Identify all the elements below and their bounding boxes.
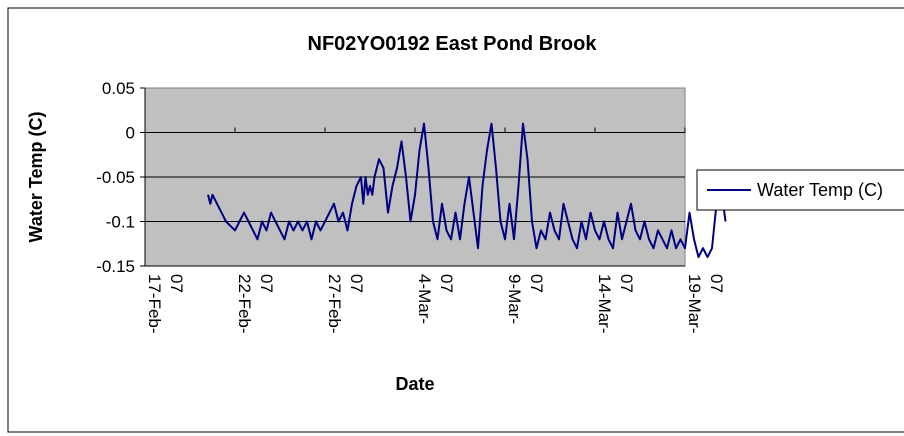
svg-text:17-Feb-07: 17-Feb- 07 [145, 274, 186, 334]
x-axis-title: Date [395, 374, 434, 394]
x-tick-label: 27-Feb- 07 [325, 274, 366, 334]
x-tick-label: 22-Feb- 07 [235, 274, 276, 334]
x-tick-label: 4-Mar- 07 [415, 274, 456, 324]
legend-entry-label: Water Temp (C) [757, 180, 883, 200]
svg-text:22-Feb-07: 22-Feb- 07 [235, 274, 276, 334]
y-tick-label: -0.1 [106, 213, 135, 232]
svg-text:19-Mar-07: 19-Mar- 07 [685, 274, 726, 334]
svg-text:4-Mar-07: 4-Mar- 07 [415, 274, 456, 324]
y-tick-label: -0.15 [96, 257, 135, 276]
y-tick-label: 0 [126, 124, 135, 143]
x-tick-label: 17-Feb- 07 [145, 274, 186, 334]
y-tick-label: -0.05 [96, 168, 135, 187]
y-tick-label: 0.05 [102, 79, 135, 98]
x-tick-labels: 17-Feb- 07 22-Feb- 07 27-Feb- 07 4-Mar- 07 9-Mar… [144, 127, 726, 334]
series-line [207, 122, 727, 259]
y-axis-title: Water Temp (C) [26, 111, 46, 242]
legend: Water Temp (C) [696, 169, 904, 211]
x-tick-label: 14-Mar- 07 [595, 274, 636, 334]
x-tick-label: 9-Mar- 07 [505, 274, 546, 324]
x-tick-label: 19-Mar- 07 [685, 274, 726, 334]
svg-text:14-Mar-07: 14-Mar- 07 [595, 274, 636, 334]
series-layer [207, 122, 727, 259]
svg-text:27-Feb-07: 27-Feb- 07 [325, 274, 366, 334]
chart-title: NF02YO0192 East Pond Brook [308, 33, 598, 55]
y-tick-labels: 0.05 0 -0.05 -0.1 -0.15 [96, 79, 145, 276]
svg-text:9-Mar-07: 9-Mar- 07 [505, 274, 546, 324]
